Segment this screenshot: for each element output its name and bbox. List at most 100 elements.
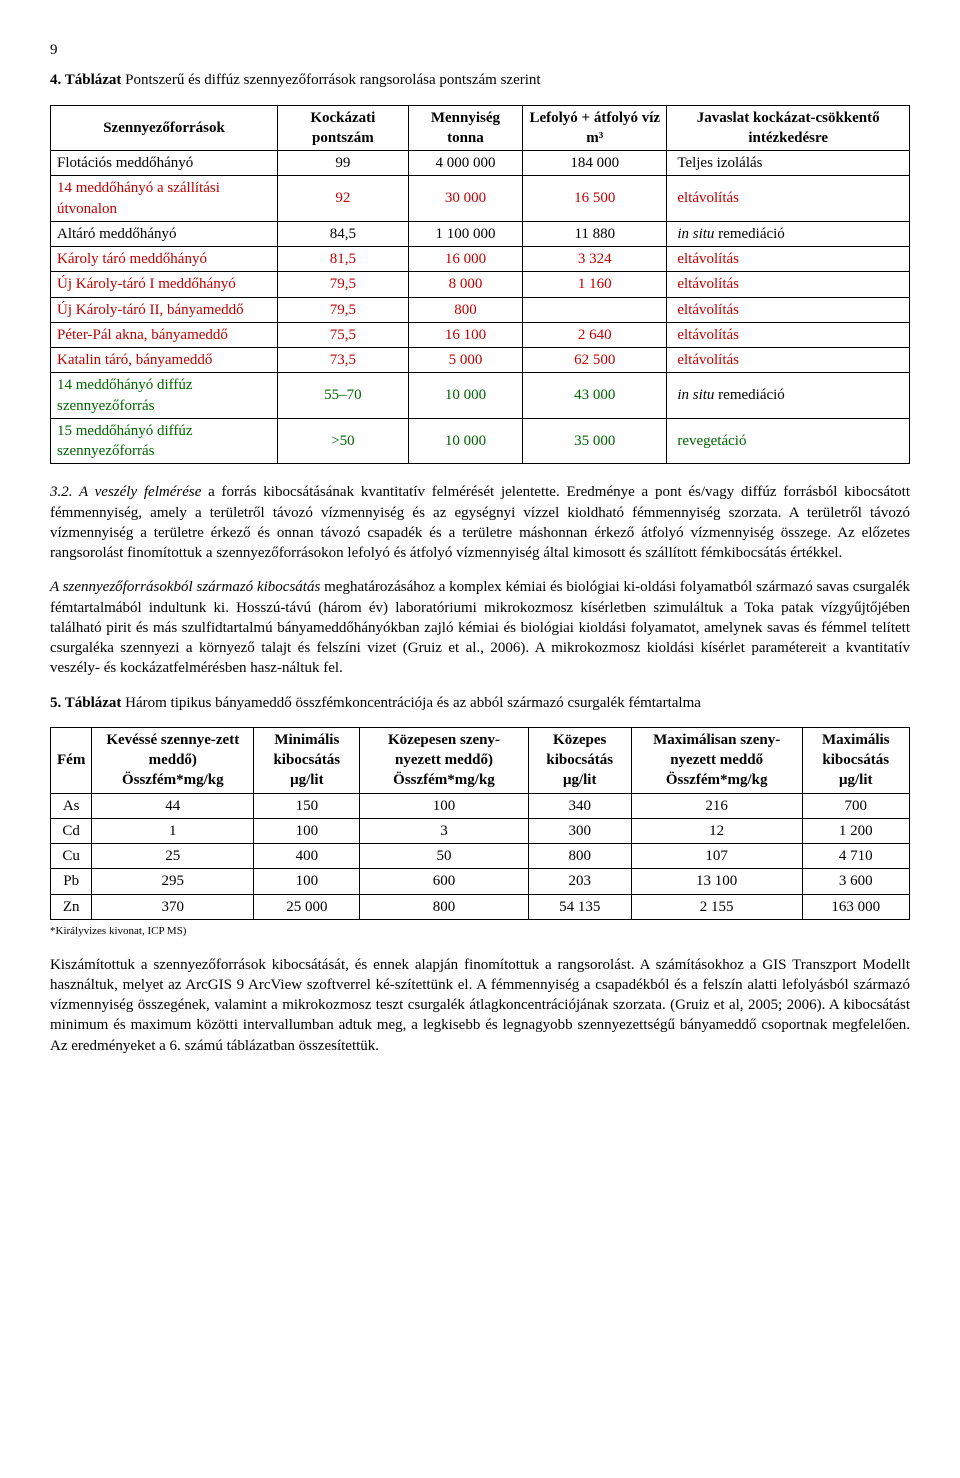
table4-action: eltávolítás — [667, 348, 910, 373]
table-row: Cd11003300121 200 — [51, 818, 910, 843]
table5-h6: Maximális kibocsátás μg/lit — [802, 727, 910, 793]
table-row: Altáró meddőhányó84,51 100 00011 880in s… — [51, 221, 910, 246]
table5-cell: 700 — [802, 793, 910, 818]
table5-cell: 400 — [254, 844, 360, 869]
table4-h3: Lefolyó + átfolyó víz m³ — [523, 105, 667, 151]
table4-caption: 4. Táblázat Pontszerű és diffúz szennyez… — [50, 70, 910, 90]
table4-action: in situ remediáció — [667, 373, 910, 419]
table4-cell: 1 160 — [523, 272, 667, 297]
table4-cell: >50 — [278, 418, 409, 464]
table4-cell: 16 100 — [408, 322, 523, 347]
table5-cell: 100 — [360, 793, 528, 818]
table5-cell: Cd — [51, 818, 92, 843]
table4-cell: 14 meddőhányó diffúz szennyezőforrás — [51, 373, 278, 419]
table4-action: eltávolítás — [667, 297, 910, 322]
table5-cell: As — [51, 793, 92, 818]
table4-cell: 62 500 — [523, 348, 667, 373]
table5-cell: 295 — [92, 869, 254, 894]
table5-cell: 300 — [528, 818, 631, 843]
table4-cell: 16 000 — [408, 247, 523, 272]
table5-cell: 2 155 — [631, 894, 802, 919]
table5-caption-text: Három tipikus bányameddő összfémkoncentr… — [121, 695, 701, 711]
table4-cell: 11 880 — [523, 221, 667, 246]
table5-cell: 44 — [92, 793, 254, 818]
table4-cell: Új Károly-táró I meddőhányó — [51, 272, 278, 297]
table-row: Új Károly-táró II, bányameddő79,5800eltá… — [51, 297, 910, 322]
table4-cell: 4 000 000 — [408, 151, 523, 176]
table5-cell: 370 — [92, 894, 254, 919]
table4-cell: Katalin táró, bányameddő — [51, 348, 278, 373]
table4-action: eltávolítás — [667, 272, 910, 297]
table4-cell: 81,5 — [278, 247, 409, 272]
table5-cell: 13 100 — [631, 869, 802, 894]
table4-cell: 15 meddőhányó diffúz szennyezőforrás — [51, 418, 278, 464]
table4-cell: 3 324 — [523, 247, 667, 272]
table4-caption-text: Pontszerű és diffúz szennyezőforrások ra… — [121, 72, 540, 88]
table5-cell: 203 — [528, 869, 631, 894]
paragraph-2: A szennyezőforrásokból származó kibocsát… — [50, 577, 910, 678]
table5-cell: 163 000 — [802, 894, 910, 919]
table-row: Flotációs meddőhányó994 000 000184 000Te… — [51, 151, 910, 176]
table4-cell: 10 000 — [408, 418, 523, 464]
table5-h1: Kevéssé szennye-zett meddő) Összfém*mg/k… — [92, 727, 254, 793]
table4-cell: 184 000 — [523, 151, 667, 176]
table4: Szennyezőforrások Kockázati pontszám Men… — [50, 105, 910, 465]
table4-h1: Kockázati pontszám — [278, 105, 409, 151]
table-row: 15 meddőhányó diffúz szennyezőforrás>501… — [51, 418, 910, 464]
table-row: Cu25400508001074 710 — [51, 844, 910, 869]
table5-cell: 54 135 — [528, 894, 631, 919]
table4-cell: 16 500 — [523, 176, 667, 222]
table-row: As44150100340216700 — [51, 793, 910, 818]
table5-cell: 3 600 — [802, 869, 910, 894]
table5-cell: Pb — [51, 869, 92, 894]
table5-cell: 25 000 — [254, 894, 360, 919]
table5-footnote: *Királyvizes kivonat, ICP MS) — [50, 924, 910, 939]
p2-lead: A szennyezőforrásokból származó kibocsát… — [50, 579, 320, 595]
table5-caption: 5. Táblázat Három tipikus bányameddő öss… — [50, 693, 910, 713]
table5-cell: 800 — [360, 894, 528, 919]
table4-action: Teljes izolálás — [667, 151, 910, 176]
table4-cell: 35 000 — [523, 418, 667, 464]
table-row: Pb29510060020313 1003 600 — [51, 869, 910, 894]
table4-cell: 14 meddőhányó a szállítási útvonalon — [51, 176, 278, 222]
table5-cell: 4 710 — [802, 844, 910, 869]
table4-cell: Altáró meddőhányó — [51, 221, 278, 246]
table4-cell: 800 — [408, 297, 523, 322]
page-number: 9 — [50, 40, 910, 60]
table5-cell: 100 — [254, 869, 360, 894]
table4-cell: 43 000 — [523, 373, 667, 419]
paragraph-3: Kiszámítottuk a szennyezőforrások kibocs… — [50, 955, 910, 1056]
table4-cell — [523, 297, 667, 322]
table4-caption-bold: 4. Táblázat — [50, 72, 121, 88]
table4-cell: Péter-Pál akna, bányameddő — [51, 322, 278, 347]
paragraph-1: 3.2. A veszély felmérése a forrás kibocs… — [50, 482, 910, 563]
table4-action: eltávolítás — [667, 247, 910, 272]
table4-h2: Mennyiség tonna — [408, 105, 523, 151]
table-row: Károly táró meddőhányó81,516 0003 324elt… — [51, 247, 910, 272]
table5-header-row: Fém Kevéssé szennye-zett meddő) Összfém*… — [51, 727, 910, 793]
p1-lead: 3.2. A veszély felmérése — [50, 484, 201, 500]
table4-cell: 10 000 — [408, 373, 523, 419]
table5-h0: Fém — [51, 727, 92, 793]
table4-cell: 79,5 — [278, 297, 409, 322]
table4-cell: 99 — [278, 151, 409, 176]
table5-h5: Maximálisan szeny-nyezett meddő Összfém*… — [631, 727, 802, 793]
table5: Fém Kevéssé szennye-zett meddő) Összfém*… — [50, 727, 910, 920]
table5-cell: 340 — [528, 793, 631, 818]
table5-cell: 3 — [360, 818, 528, 843]
table5-cell: 600 — [360, 869, 528, 894]
table5-cell: 800 — [528, 844, 631, 869]
table5-cell: 1 200 — [802, 818, 910, 843]
table4-cell: 8 000 — [408, 272, 523, 297]
table4-cell: 55–70 — [278, 373, 409, 419]
table4-action: in situ remediáció — [667, 221, 910, 246]
table5-cell: 150 — [254, 793, 360, 818]
table-row: Katalin táró, bányameddő73,55 00062 500e… — [51, 348, 910, 373]
table4-cell: 2 640 — [523, 322, 667, 347]
table5-cell: 12 — [631, 818, 802, 843]
table5-cell: 50 — [360, 844, 528, 869]
table5-h3: Közepesen szeny-nyezett meddő) Összfém*m… — [360, 727, 528, 793]
table4-h0: Szennyezőforrások — [51, 105, 278, 151]
table4-action: eltávolítás — [667, 322, 910, 347]
table-row: Új Károly-táró I meddőhányó79,58 0001 16… — [51, 272, 910, 297]
